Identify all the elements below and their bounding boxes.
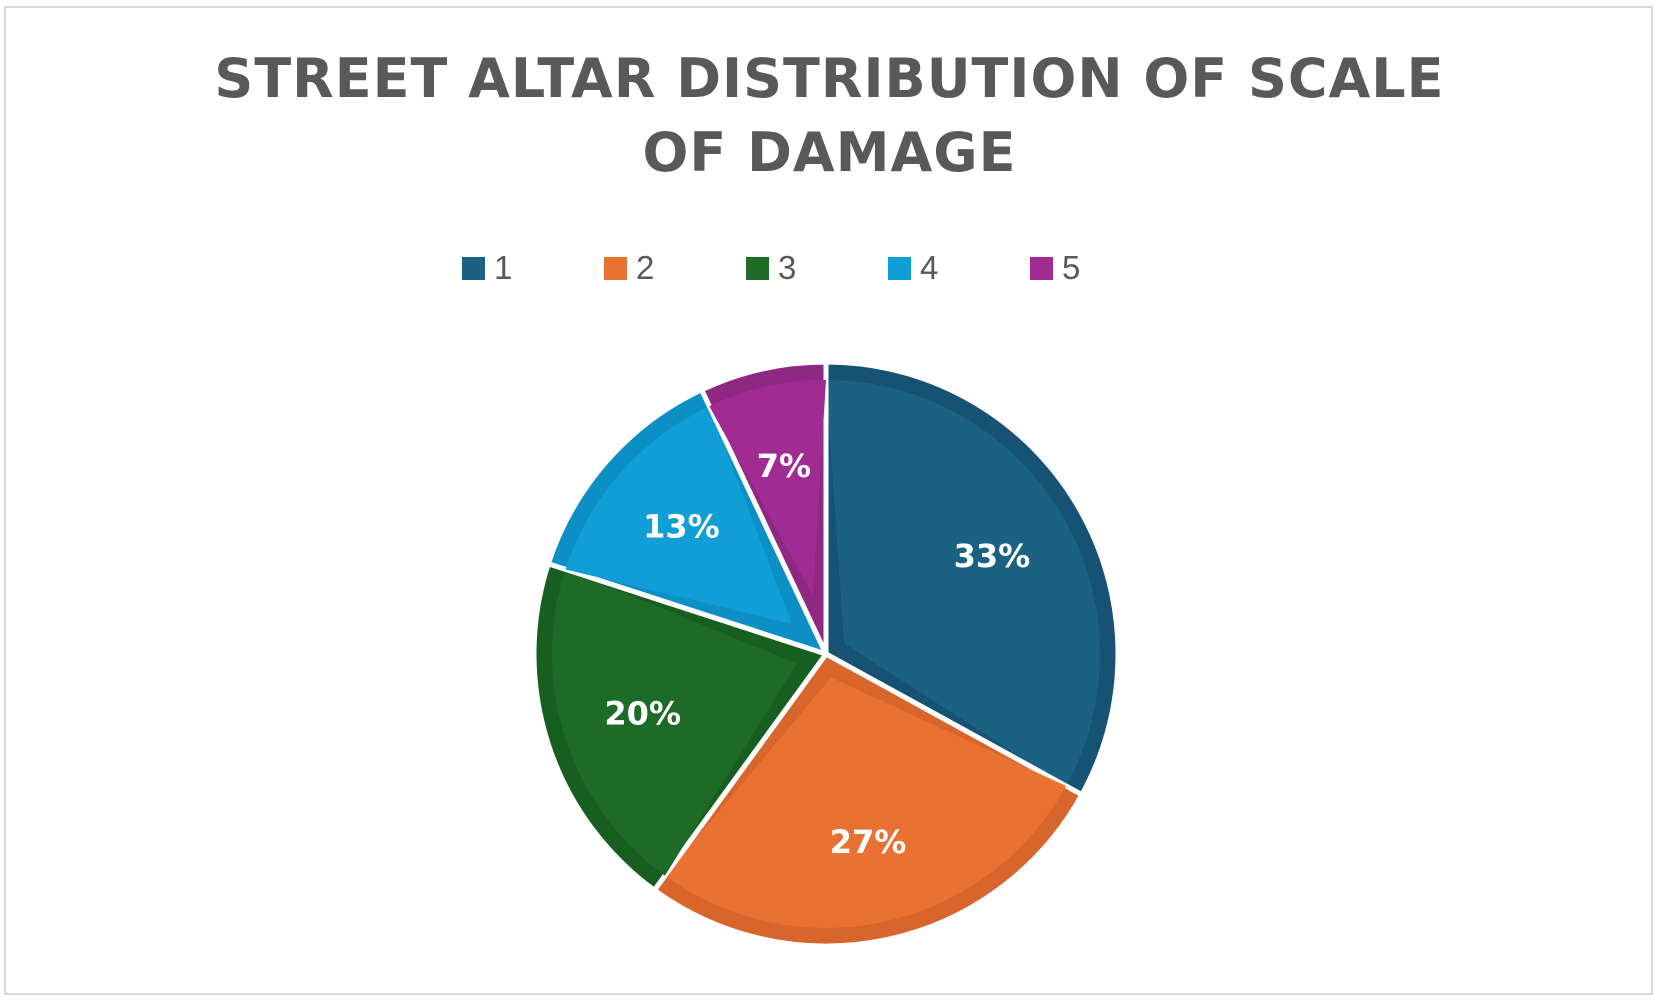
legend-item-4: 4 — [888, 248, 938, 288]
data-label-1: 33% — [954, 537, 1031, 575]
pie-slice-4 — [545, 387, 829, 657]
legend-label-2: 2 — [636, 249, 655, 286]
pie-slice-3 — [531, 561, 829, 893]
data-label-3: 20% — [604, 695, 681, 733]
data-label-4: 13% — [643, 508, 720, 546]
legend-swatch-4 — [888, 256, 911, 280]
chart-title: STREET ALTAR DISTRIBUTION OF SCALE OF DA… — [214, 47, 1445, 184]
legend-label-5: 5 — [1062, 249, 1081, 286]
legend-item-2: 2 — [604, 248, 654, 288]
legend-swatch-3 — [746, 256, 769, 280]
data-label-5: 7% — [757, 447, 811, 485]
legend: 1 2 3 4 5 — [0, 248, 1659, 288]
legend-swatch-2 — [604, 256, 627, 280]
legend-label-1: 1 — [494, 249, 513, 286]
legend-label-4: 4 — [920, 249, 939, 286]
legend-swatch-5 — [1030, 256, 1053, 280]
legend-item-3: 3 — [746, 248, 796, 288]
pie-slice-1 — [823, 359, 1121, 798]
legend-item-1: 1 — [462, 248, 512, 288]
pie-slice-2 — [651, 651, 1085, 949]
legend-label-3: 3 — [778, 249, 797, 286]
pie-slice-5 — [699, 359, 829, 657]
legend-item-5: 5 — [1030, 248, 1080, 288]
data-label-2: 27% — [830, 823, 907, 861]
legend-swatch-1 — [462, 256, 485, 280]
